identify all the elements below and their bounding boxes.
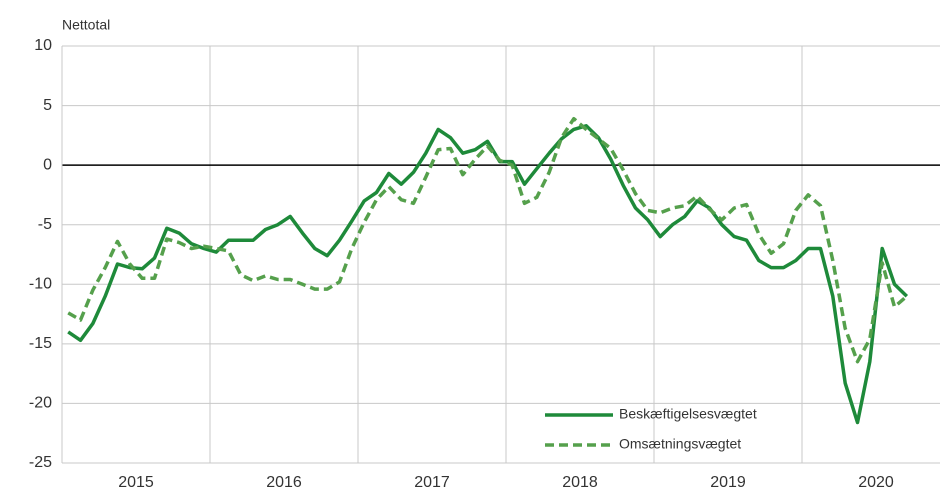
y-tick-label: 10 [34,37,52,54]
x-tick-label: 2016 [266,474,302,491]
legend-label: Omsætningsvægtet [619,436,741,452]
y-tick-label: 5 [43,97,52,114]
series-line [67,124,909,425]
x-tick-label: 2019 [710,474,746,491]
legend-label: Beskæftigelsesvægtet [619,406,757,422]
x-tick-label: 2020 [858,474,894,491]
y-axis-label: Nettotal [62,17,110,33]
y-tick-label: -5 [38,216,52,233]
y-tick-label: 0 [43,156,52,173]
y-tick-label: -10 [29,276,52,293]
y-tick-label: -25 [29,454,52,471]
x-tick-label: 2017 [414,474,450,491]
y-tick-label: -20 [29,395,52,412]
x-tick-label: 2015 [118,474,154,491]
x-tick-label: 2018 [562,474,598,491]
y-tick-label: -15 [29,335,52,352]
series-line [67,116,908,364]
